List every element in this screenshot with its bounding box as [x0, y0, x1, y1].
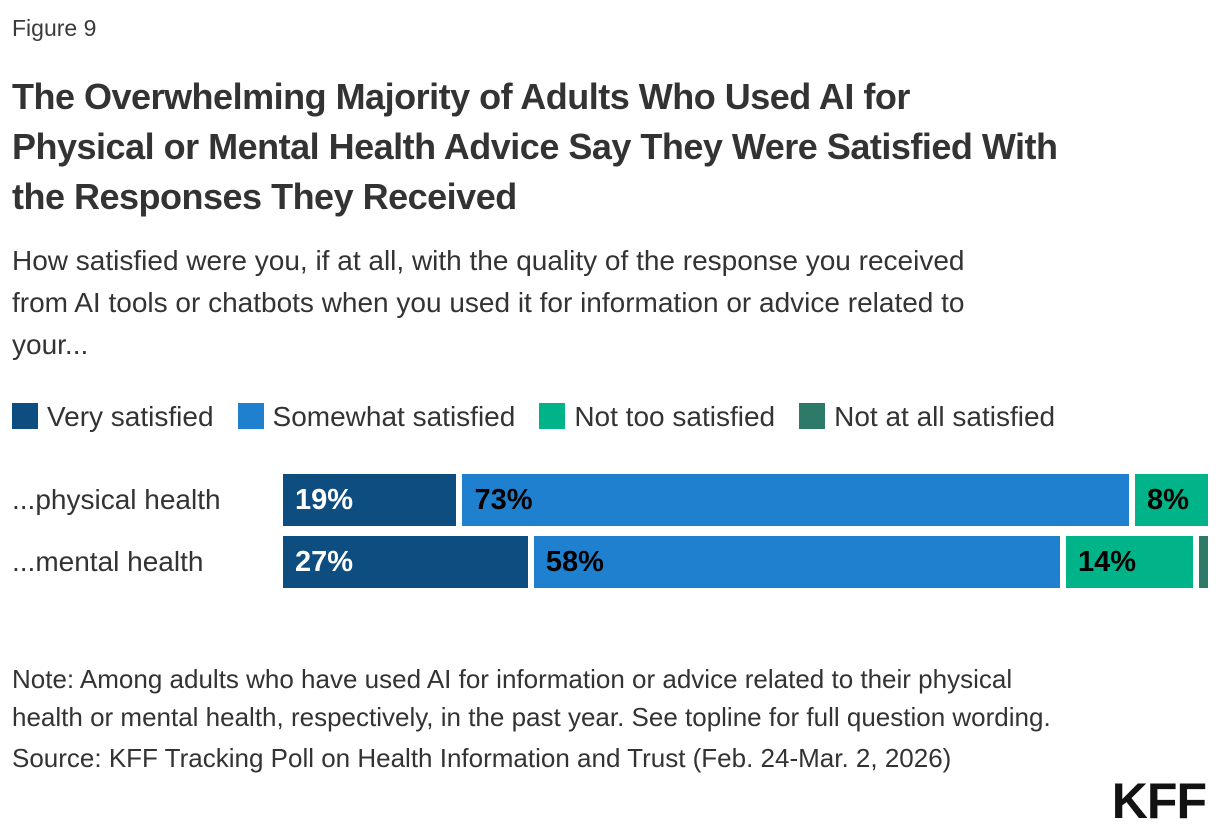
legend-swatch	[539, 403, 566, 429]
bar-value-label: 19%	[295, 483, 354, 516]
figure-label: Figure 9	[12, 15, 97, 41]
legend-swatch	[237, 403, 264, 429]
bar-segment[interactable]: 8%	[1134, 474, 1208, 526]
chart-title: The Overwhelming Majority of Adults Who …	[12, 72, 1208, 222]
title-line: Physical or Mental Health Advice Say The…	[12, 126, 1058, 167]
legend-label: Somewhat satisfied	[272, 401, 516, 432]
legend-label: Not at all satisfied	[834, 401, 1056, 432]
legend-swatch	[799, 403, 826, 429]
bar-segment[interactable]: 73%	[462, 474, 1129, 526]
title-line: the Responses They Received	[12, 176, 517, 217]
bar-segment[interactable]: 58%	[533, 536, 1060, 588]
subtitle-line: How satisfied were you, if at all, with …	[12, 245, 965, 276]
legend-item: Not too satisfied	[539, 401, 775, 432]
bar-segment[interactable]	[1198, 536, 1208, 588]
note-line: health or mental health, respectively, i…	[12, 702, 1051, 732]
subtitle-line: from AI tools or chatbots when you used …	[12, 287, 965, 318]
bar-segment[interactable]: 14%	[1065, 536, 1193, 588]
bar-value-label: 14%	[1077, 545, 1136, 578]
chart-subtitle: How satisfied were you, if at all, with …	[12, 240, 1208, 366]
bar-value-label: 27%	[295, 545, 354, 578]
bar-row: ...mental health 27% 58% 14%	[12, 536, 1208, 588]
legend: Very satisfied Somewhat satisfied Not too …	[12, 388, 1097, 446]
legend-item: Very satisfied	[12, 401, 214, 432]
legend-swatch	[12, 403, 38, 429]
category-label: ...mental health	[12, 546, 204, 577]
legend-item: Not at all satisfied	[799, 401, 1055, 432]
title-line: The Overwhelming Majority of Adults Who …	[12, 76, 910, 117]
source-line: Source: KFF Tracking Poll on Health Info…	[12, 743, 952, 773]
legend-label: Not too satisfied	[574, 401, 776, 432]
bar-chart: ...physical health 19% 73% 8% ...mental heal…	[12, 474, 1208, 588]
kff-logo: KFF	[1111, 773, 1207, 829]
stacked-bar: 19% 73% 8%	[283, 474, 1208, 526]
bar-segment[interactable]: 19%	[283, 474, 457, 526]
category-label: ...physical health	[12, 484, 221, 515]
note: Note: Among adults who have used AI for …	[12, 660, 1208, 736]
bar-value-label: 73%	[474, 483, 533, 516]
bar-value-label: 58%	[545, 545, 604, 578]
note-line: Note: Among adults who have used AI for …	[12, 664, 1013, 694]
bar-row: ...physical health 19% 73% 8%	[12, 474, 1208, 526]
stacked-bar: 27% 58% 14%	[283, 536, 1208, 588]
subtitle-line: your...	[12, 329, 89, 360]
bar-segment[interactable]: 27%	[283, 536, 528, 588]
legend-label: Very satisfied	[47, 401, 214, 432]
legend-item: Somewhat satisfied	[237, 401, 516, 432]
bar-value-label: 8%	[1146, 483, 1189, 516]
